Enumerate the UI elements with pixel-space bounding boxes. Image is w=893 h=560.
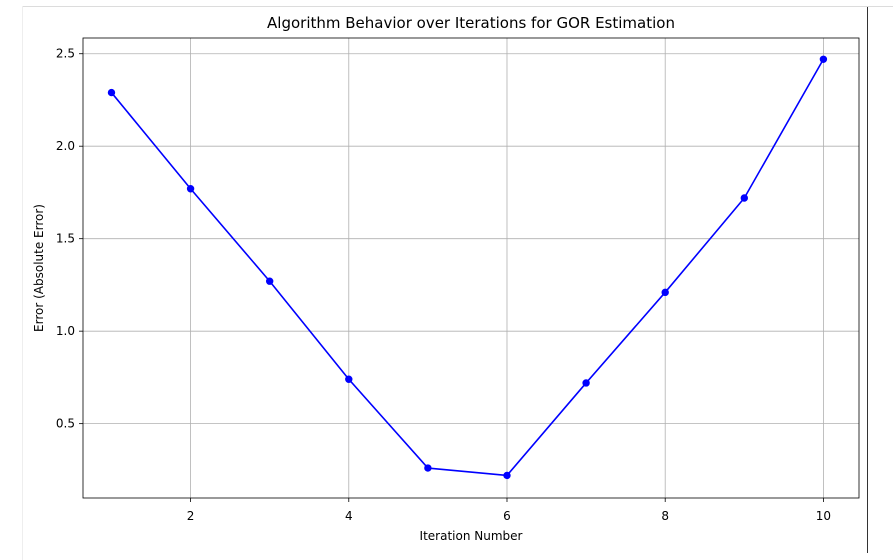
x-axis-label: Iteration Number [420, 529, 523, 543]
y-tick-label: 1.0 [56, 324, 75, 338]
y-tick-label: 0.5 [56, 417, 75, 431]
plot-area-background [83, 38, 859, 498]
data-point [265, 277, 274, 285]
x-tick-label: 4 [345, 509, 353, 523]
y-tick-label: 2.5 [56, 47, 75, 61]
axis-tick-labels: 2 4 6 8 10 0.5 1.0 1.5 2.0 2.5 [56, 47, 831, 523]
y-tick-label: 2.0 [56, 139, 75, 153]
series-line [110, 58, 825, 477]
data-point [503, 471, 511, 480]
x-tick-label: 10 [816, 509, 831, 523]
data-point [819, 55, 828, 63]
axis-ticks [79, 53, 824, 502]
chart-title: Algorithm Behavior over Iterations for G… [267, 14, 675, 32]
x-tick-label: 2 [187, 509, 195, 523]
data-point [107, 88, 116, 97]
grid-lines [83, 38, 859, 498]
frame-top-border [22, 6, 893, 7]
output-scrollbar-edge [867, 7, 868, 553]
data-point [345, 375, 353, 383]
data-point [424, 464, 432, 472]
x-tick-label: 8 [661, 509, 669, 523]
series-layer [107, 55, 828, 480]
y-tick-label: 1.5 [56, 232, 75, 246]
plot-area-frame [82, 37, 860, 499]
y-axis-label: Error (Absolute Error) [32, 204, 46, 332]
data-point [740, 194, 749, 202]
data-point [661, 288, 669, 297]
x-tick-label: 6 [503, 509, 511, 523]
frame-left-border [22, 6, 23, 560]
data-point [186, 185, 195, 193]
data-point [582, 379, 590, 387]
